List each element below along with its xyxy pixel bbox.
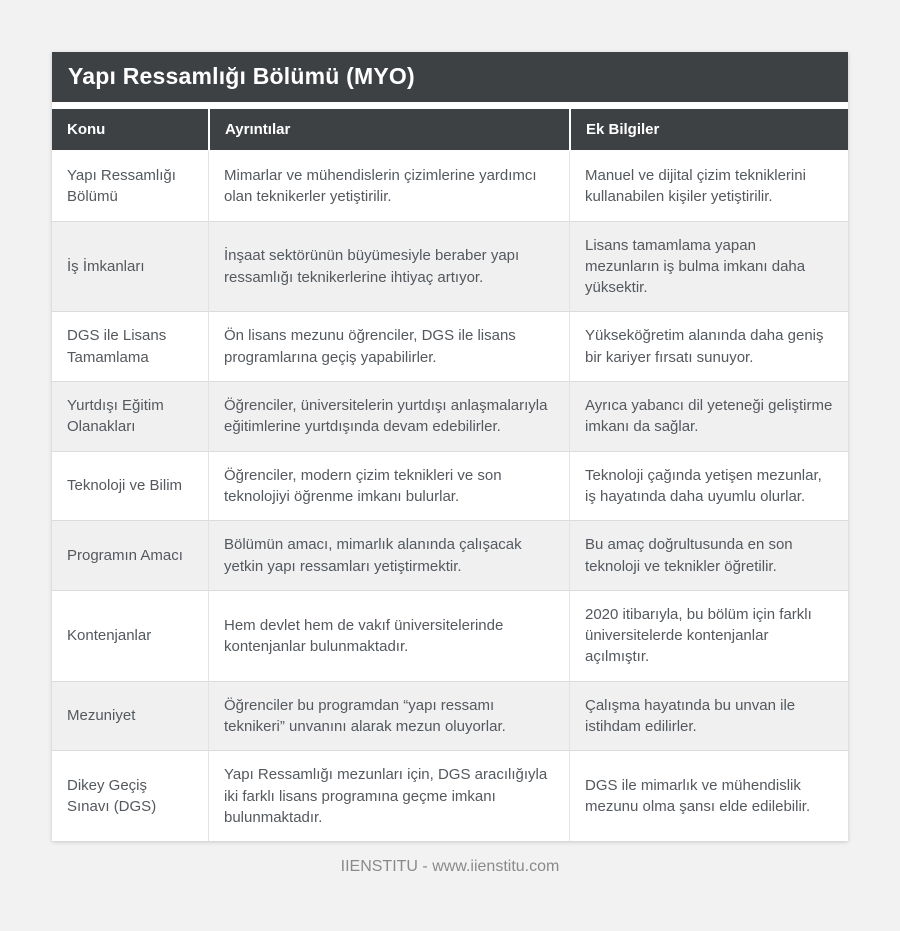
- table-row: Yapı Ressamlığı Bölümü Mimarlar ve mühend…: [52, 150, 848, 221]
- cell-ayrintilar: Öğrenciler, modern çizim teknikleri ve s…: [208, 450, 569, 521]
- cell-ayrintilar: Yapı Ressamlığı mezunları için, DGS arac…: [208, 750, 569, 842]
- table-row: Yurtdışı Eğitim Olanakları Öğrenciler, ün…: [52, 381, 848, 451]
- table-row: İş İmkanları İnşaat sektörünün büyümesiyl…: [52, 220, 848, 312]
- cell-konu: Yapı Ressamlığı Bölümü: [52, 150, 208, 221]
- column-header-ek-bilgiler: Ek Bilgiler: [569, 109, 848, 150]
- cell-ek-bilgiler: Teknoloji çağında yetişen mezunlar, iş h…: [569, 450, 848, 521]
- cell-ek-bilgiler: Lisans tamamlama yapan mezunların iş bul…: [569, 220, 848, 312]
- cell-konu: Teknoloji ve Bilim: [52, 450, 208, 521]
- table-row: Dikey Geçiş Sınavı (DGS) Yapı Ressamlığı …: [52, 750, 848, 842]
- cell-konu: Mezuniyet: [52, 680, 208, 751]
- cell-konu: Yurtdışı Eğitim Olanakları: [52, 381, 208, 451]
- table-body: Yapı Ressamlığı Bölümü Mimarlar ve mühend…: [52, 150, 848, 842]
- cell-ayrintilar: Ön lisans mezunu öğrenciler, DGS ile lis…: [208, 311, 569, 382]
- column-header-ayrintilar: Ayrıntılar: [208, 109, 569, 150]
- header-row: Konu Ayrıntılar Ek Bilgiler: [52, 109, 848, 150]
- cell-ek-bilgiler: Bu amaç doğrultusunda en son teknoloji v…: [569, 520, 848, 590]
- cell-ek-bilgiler: 2020 itibarıyla, bu bölüm için farklı ün…: [569, 589, 848, 681]
- cell-konu: DGS ile Lisans Tamamlama: [52, 311, 208, 381]
- cell-ayrintilar: Öğrenciler bu programdan “yapı ressamı t…: [208, 680, 569, 751]
- table-row: DGS ile Lisans Tamamlama Ön lisans mezunu…: [52, 311, 848, 382]
- cell-ek-bilgiler: Yükseköğretim alanında daha geniş bir ka…: [569, 311, 848, 382]
- page-title: Yapı Ressamlığı Bölümü (MYO): [68, 63, 415, 89]
- cell-ayrintilar: Hem devlet hem de vakıf üniversitelerind…: [208, 589, 569, 681]
- cell-ek-bilgiler: DGS ile mimarlık ve mühendislik mezunu o…: [569, 750, 848, 842]
- column-header-konu: Konu: [52, 109, 208, 150]
- cell-konu: Kontenjanlar: [52, 589, 208, 681]
- cell-konu: Dikey Geçiş Sınavı (DGS): [52, 750, 208, 841]
- table-row: Programın Amacı Bölümün amacı, mimarlık a…: [52, 520, 848, 590]
- table-row: Mezuniyet Öğrenciler bu programdan “yapı …: [52, 680, 848, 751]
- footer-credit: IIENSTITU - www.iienstitu.com: [0, 858, 900, 876]
- table-row: Kontenjanlar Hem devlet hem de vakıf üniv…: [52, 589, 848, 681]
- info-table: Konu Ayrıntılar Ek Bilgiler Yapı Ressaml…: [52, 109, 848, 842]
- cell-ayrintilar: Mimarlar ve mühendislerin çizimlerine ya…: [208, 150, 569, 221]
- cell-ayrintilar: Öğrenciler, üniversitelerin yurtdışı anl…: [208, 381, 569, 451]
- table-row: Teknoloji ve Bilim Öğrenciler, modern çiz…: [52, 450, 848, 521]
- cell-konu: İş İmkanları: [52, 220, 208, 312]
- cell-ek-bilgiler: Çalışma hayatında bu unvan ile istihdam …: [569, 680, 848, 751]
- cell-ayrintilar: Bölümün amacı, mimarlık alanında çalışac…: [208, 520, 569, 590]
- table-header: Konu Ayrıntılar Ek Bilgiler: [52, 109, 848, 150]
- cell-ayrintilar: İnşaat sektörünün büyümesiyle beraber ya…: [208, 220, 569, 312]
- title-bar: Yapı Ressamlığı Bölümü (MYO): [52, 52, 848, 102]
- table-card: Yapı Ressamlığı Bölümü (MYO) Konu Ayrınt…: [52, 52, 848, 842]
- footer-text: IIENSTITU - www.iienstitu.com: [340, 858, 560, 875]
- cell-ek-bilgiler: Manuel ve dijital çizim tekniklerini kul…: [569, 150, 848, 221]
- cell-ek-bilgiler: Ayrıca yabancı dil yeteneği geliştirme i…: [569, 381, 848, 451]
- cell-konu: Programın Amacı: [52, 520, 208, 590]
